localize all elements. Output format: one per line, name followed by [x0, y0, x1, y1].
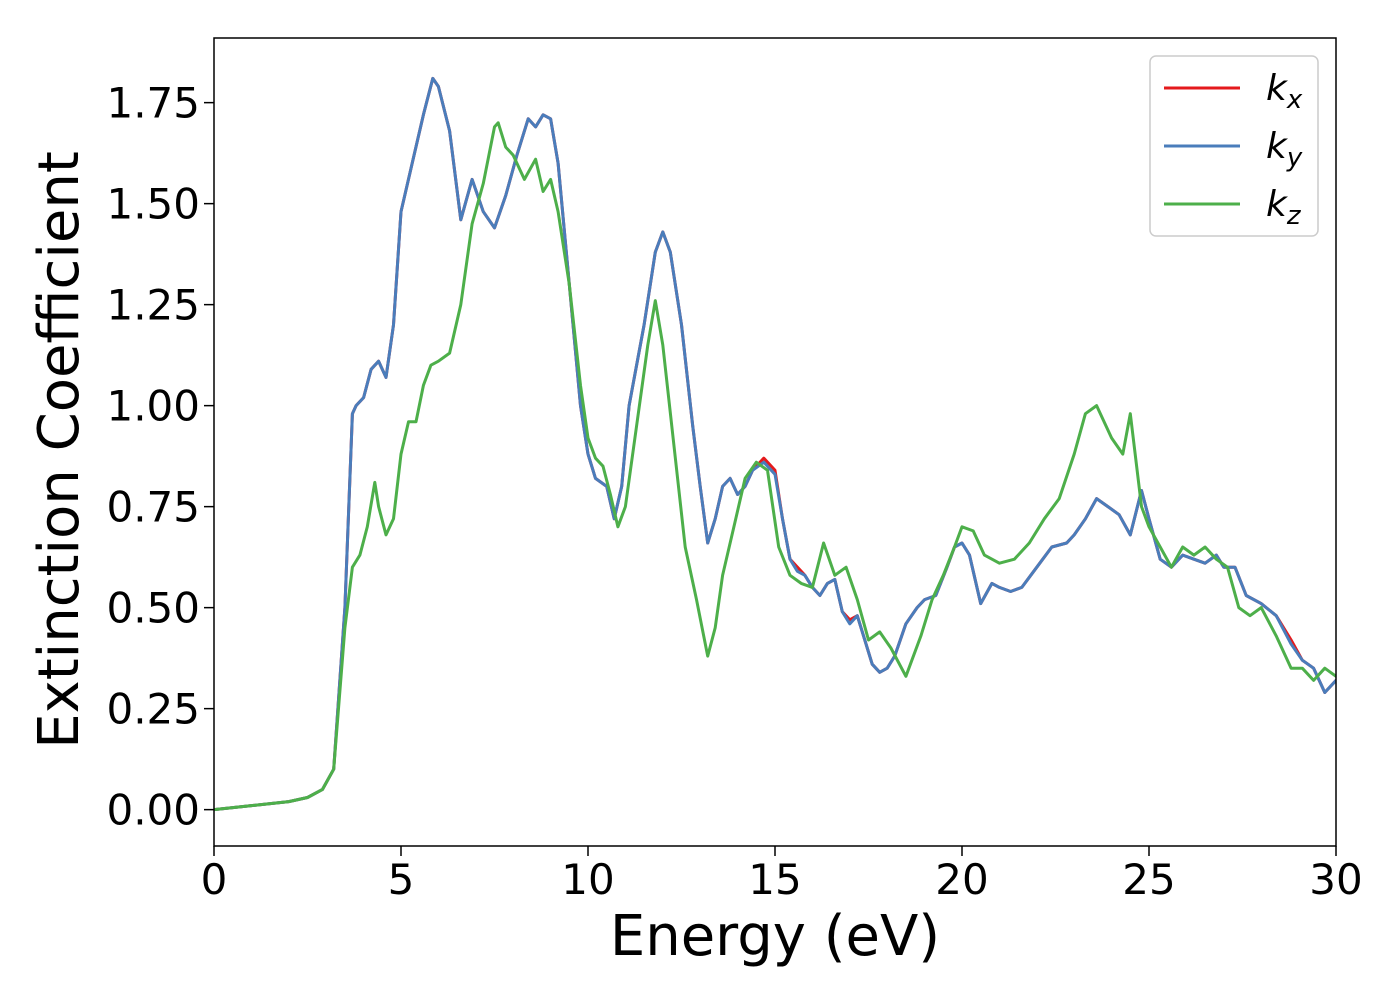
- x-tick-label: 15: [748, 855, 801, 904]
- y-tick-label: 1.75: [106, 79, 200, 128]
- x-tick-label: 20: [935, 855, 988, 904]
- x-tick-label: 0: [201, 855, 228, 904]
- x-tick-label: 30: [1309, 855, 1362, 904]
- x-tick-label: 5: [388, 855, 415, 904]
- series-layer: [214, 76, 1336, 812]
- series-line-ky: [214, 76, 1336, 812]
- plot-area: [214, 38, 1336, 846]
- legend: kx ky kz: [1149, 55, 1319, 237]
- legend-label-kz: kz: [1266, 184, 1302, 231]
- series-line-kz: [214, 121, 1336, 812]
- y-tick-label: 0.50: [106, 584, 200, 633]
- y-tick-label: 0.75: [106, 483, 200, 532]
- y-tick-label: 1.50: [106, 180, 200, 229]
- x-tick-label: 25: [1122, 855, 1175, 904]
- y-axis: 0.00 0.25 0.50 0.75 1.00 1.25 1.50 1.75: [106, 79, 214, 835]
- y-tick-label: 1.25: [106, 281, 200, 330]
- x-axis: 0 5 10 15 20 25 30: [201, 846, 1363, 904]
- y-axis-label: Extinction Coefficient: [27, 151, 92, 749]
- y-tick-label: 0.25: [106, 685, 200, 734]
- y-tick-label: 0.00: [106, 786, 200, 835]
- legend-label-ky: ky: [1266, 126, 1303, 173]
- y-tick-label: 1.00: [106, 382, 200, 431]
- x-axis-label: Energy (eV): [610, 904, 940, 969]
- x-tick-label: 10: [561, 855, 614, 904]
- legend-label-kx: kx: [1266, 68, 1303, 115]
